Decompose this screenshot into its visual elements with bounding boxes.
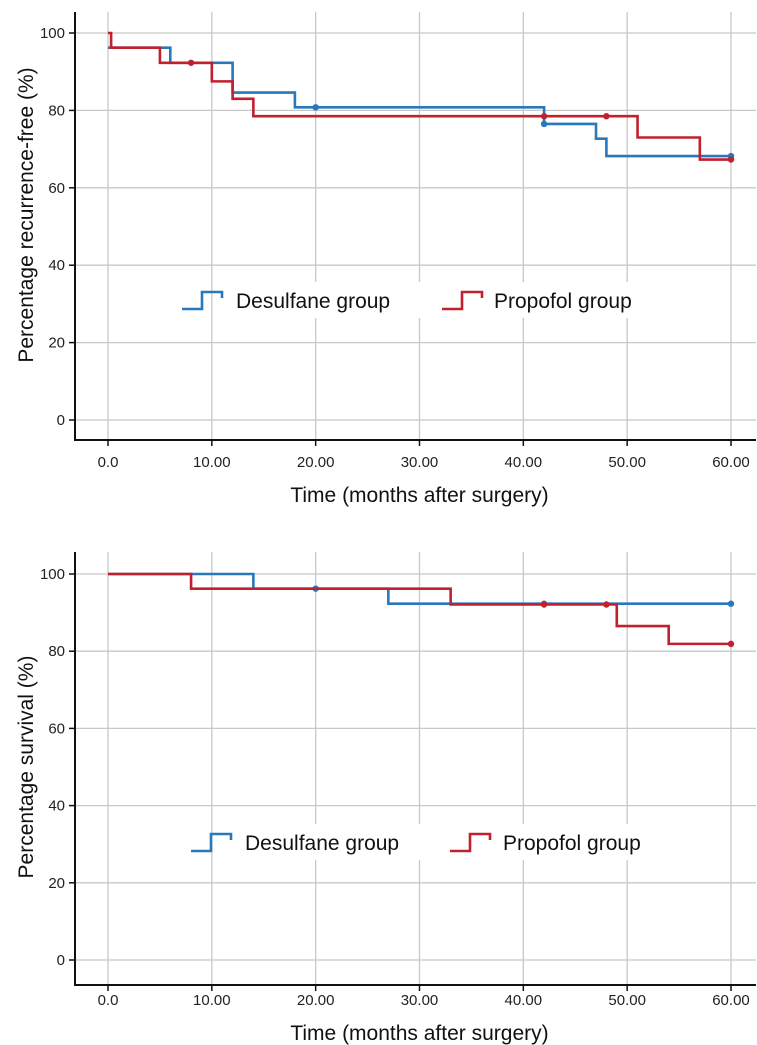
series-line <box>108 31 731 161</box>
y-tick-label: 60 <box>48 720 65 737</box>
censor-mark <box>187 59 195 66</box>
chart-2: 0 20 40 60 80 100 0.0 10.00 20.00 30.00 40.00 50.00… <box>15 552 756 1045</box>
legend-step-icon-desulfane <box>182 290 224 311</box>
x-axis-title: Time (months after surgery) <box>290 1022 548 1045</box>
chart-1: 0 20 40 60 80 100 0.0 10.00 20.00 30.00 40.00 50.00… <box>15 12 756 507</box>
legend-label-propofol: Propofol group <box>494 290 632 313</box>
censor-mark <box>727 600 735 607</box>
series-propofol <box>108 31 735 163</box>
censor-mark <box>540 120 548 128</box>
y-axis-title: Percentage recurrence-free (%) <box>15 67 38 362</box>
series-desulfane <box>108 572 735 607</box>
legend: Desulfane group Propofol group <box>191 824 681 860</box>
x-tick-label: 10.00 <box>193 454 231 471</box>
x-tick-label: 30.00 <box>401 454 439 471</box>
y-tick-label: 40 <box>48 798 65 815</box>
x-tick-label: 60.00 <box>712 992 750 1009</box>
legend-label-desulfane: Desulfane group <box>245 832 399 855</box>
legend-bg <box>486 282 672 318</box>
x-tick-label: 10.00 <box>193 992 231 1009</box>
y-tick-label: 100 <box>40 566 65 583</box>
censor-mark <box>603 601 610 608</box>
y-tick-label: 40 <box>48 257 65 274</box>
censor-mark <box>603 113 610 120</box>
y-tick-label: 80 <box>48 102 65 119</box>
y-tick-label: 80 <box>48 643 65 660</box>
legend-label-propofol: Propofol group <box>503 832 641 855</box>
legend-bg <box>495 824 681 860</box>
y-tick-label: 0 <box>57 952 65 969</box>
series-line <box>108 572 731 646</box>
y-tick-label: 0 <box>57 412 65 429</box>
censor-mark <box>727 156 735 163</box>
censor-mark <box>540 113 548 120</box>
censor-mark <box>727 640 735 648</box>
gridlines <box>75 12 756 440</box>
x-tick-label: 60.00 <box>712 454 750 471</box>
legend-label-desulfane: Desulfane group <box>236 290 390 313</box>
x-tick-label: 20.00 <box>297 992 335 1009</box>
legend-step-icon-propofol <box>450 832 492 853</box>
y-tick-label: 20 <box>48 335 65 352</box>
x-tick-label: 50.00 <box>608 454 646 471</box>
legend: Desulfane group Propofol group <box>182 282 672 318</box>
x-tick-label: 20.00 <box>297 454 335 471</box>
censor-mark <box>540 601 548 608</box>
series-propofol <box>108 572 735 648</box>
y-tick-label: 60 <box>48 180 65 197</box>
y-tick-label: 100 <box>40 25 65 42</box>
x-tick-label: 40.00 <box>505 992 543 1009</box>
series-desulfane <box>108 46 735 160</box>
x-tick-label: 0.0 <box>98 454 119 471</box>
x-axis-title: Time (months after surgery) <box>290 484 548 507</box>
x-tick-label: 30.00 <box>401 992 439 1009</box>
x-tick-label: 50.00 <box>608 992 646 1009</box>
legend-step-icon-desulfane <box>191 832 233 853</box>
censor-mark <box>312 104 319 111</box>
y-tick-label: 20 <box>48 875 65 892</box>
x-tick-label: 0.0 <box>98 992 119 1009</box>
gridlines <box>75 552 756 985</box>
legend-step-icon-propofol <box>442 290 484 311</box>
y-axis-title: Percentage survival (%) <box>15 656 38 879</box>
legend-bg <box>236 824 440 860</box>
legend-bg <box>228 282 432 318</box>
x-tick-label: 40.00 <box>505 454 543 471</box>
